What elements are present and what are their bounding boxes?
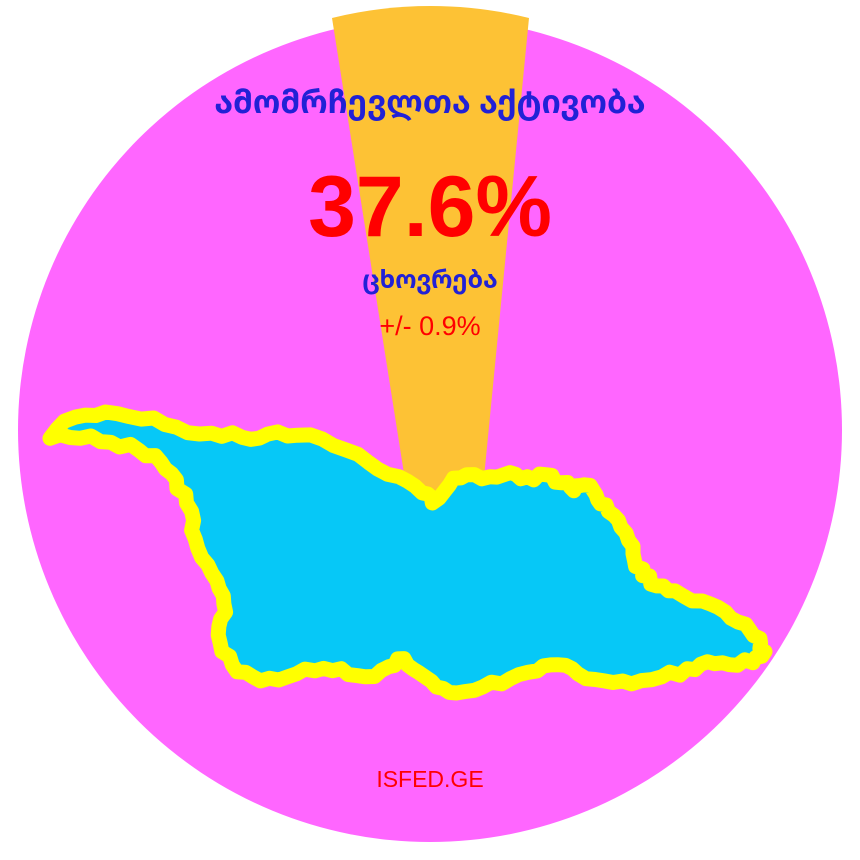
svg-text:+/- 0.9%: +/- 0.9%	[379, 311, 480, 341]
svg-text:ამომრჩევლთა აქტივობა: ამომრჩევლთა აქტივობა	[214, 80, 645, 123]
svg-text:ცხოვრება: ცხოვრება	[362, 262, 497, 296]
svg-text:ISFED.GE: ISFED.GE	[376, 766, 483, 792]
svg-text:37.6%: 37.6%	[308, 159, 552, 255]
